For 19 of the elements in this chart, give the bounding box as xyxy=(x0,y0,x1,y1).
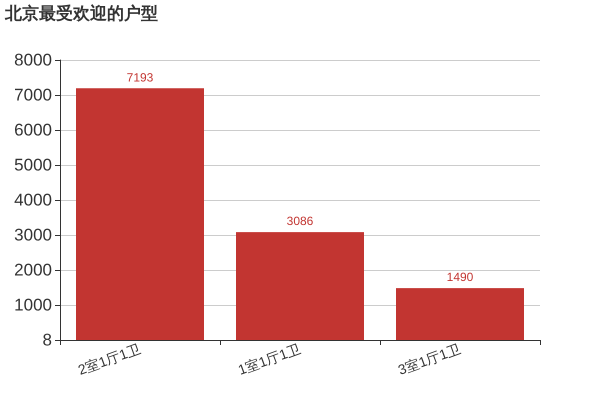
data-label: 7193 xyxy=(126,70,154,84)
bar xyxy=(76,88,204,340)
y-tick-label: 1000 xyxy=(14,296,52,315)
y-tick-label: 4000 xyxy=(14,190,52,210)
y-tick-label: 8 xyxy=(42,330,52,350)
x-tick-label: 1室1厅1卫 xyxy=(236,340,303,378)
y-tick-label: 3000 xyxy=(14,226,52,245)
y-tick-label: 8000 xyxy=(14,50,52,70)
data-label: 1490 xyxy=(446,270,474,284)
y-tick-label: 7000 xyxy=(14,86,52,105)
y-tick-label: 2000 xyxy=(14,260,52,280)
x-tick-label: 2室1厅1卫 xyxy=(76,340,143,378)
data-label: 3086 xyxy=(286,214,314,228)
y-tick-label: 5000 xyxy=(14,156,52,175)
x-tick-label: 3室1厅1卫 xyxy=(396,340,463,378)
y-tick-label: 6000 xyxy=(14,120,52,140)
bar xyxy=(396,288,524,340)
bar xyxy=(236,232,364,340)
chart-title: 北京最受欢迎的户型 xyxy=(4,4,158,23)
